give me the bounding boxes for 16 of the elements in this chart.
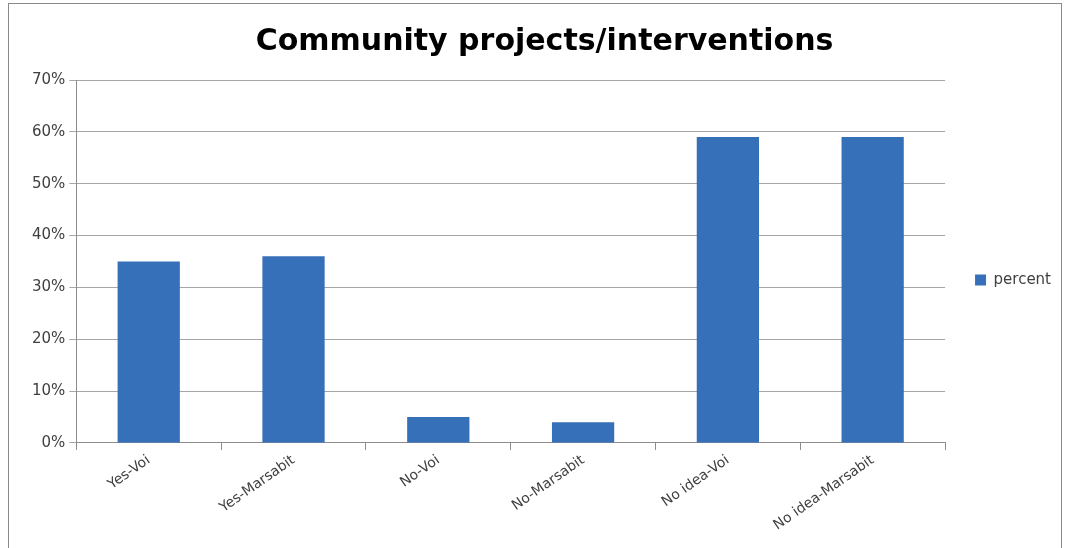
y-tick-label: 0% xyxy=(41,432,66,451)
y-tick-label: 40% xyxy=(32,225,66,244)
y-tick-label: 50% xyxy=(32,173,66,192)
y-tick-label: 60% xyxy=(32,121,66,140)
legend-label: percent xyxy=(993,269,1052,288)
bar xyxy=(262,256,325,443)
y-tick-label: 30% xyxy=(32,277,66,296)
y-tick-label: 70% xyxy=(32,69,66,88)
bar xyxy=(696,137,759,443)
bar xyxy=(551,422,615,443)
bar xyxy=(407,417,470,443)
y-tick-label: 20% xyxy=(32,329,66,348)
bar xyxy=(117,261,180,443)
bar xyxy=(841,137,904,443)
y-tick-label: 10% xyxy=(32,380,66,399)
chart-title: Community projects/interventions xyxy=(255,21,834,57)
